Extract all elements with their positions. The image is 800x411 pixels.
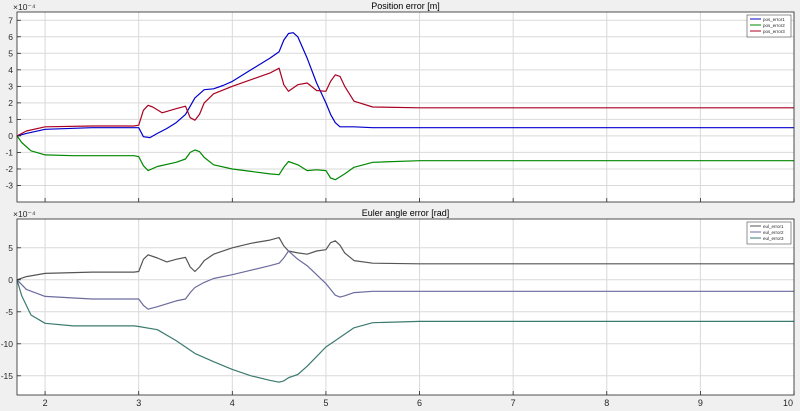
x-tick-label: 6 (417, 398, 422, 408)
x-tick-label: 4 (230, 398, 235, 408)
series-line-eul_error3 (16, 279, 794, 383)
y-tick-label: -15 (1, 371, 14, 381)
series-line-pos_error3 (16, 67, 794, 137)
legend-label: pos_error2 (763, 23, 785, 28)
y-tick-label: 7 (8, 15, 13, 25)
legend-label: eul_error2 (763, 230, 784, 235)
y-exponent-label: ×10⁻⁴ (13, 2, 36, 12)
y-tick-label: 2 (8, 98, 13, 108)
y-tick-label: 3 (8, 81, 13, 91)
x-tick-label: 7 (511, 398, 516, 408)
x-tick-label: 10 (783, 398, 793, 408)
y-tick-label: -3 (5, 180, 13, 190)
y-tick-label: -1 (5, 147, 13, 157)
x-tick-label: 2 (43, 398, 48, 408)
x-tick-label: 5 (323, 398, 328, 408)
chart-1: -3 -2 -1 0 1 2 3 4 5 6 7×10⁻⁴ Position error [m] pos… (5, 1, 795, 203)
legend-label: eul_error3 (763, 236, 784, 241)
series-line-eul_error2 (16, 250, 794, 310)
chart-title: Position error [m] (371, 1, 440, 11)
y-exponent-label: ×10⁻⁴ (13, 209, 36, 219)
axes-frame (16, 218, 795, 396)
y-tick-label: 5 (8, 243, 13, 253)
series-line-pos_error1 (16, 32, 794, 139)
chart-2: 2 3 4 5 6 7 8 9 10 -15 -10 -5 0 5 ×10⁻⁴ Euler angle err… (1, 208, 795, 408)
legend-label: eul_error1 (763, 224, 784, 229)
plot-area (17, 219, 794, 395)
y-tick-label: 1 (8, 114, 13, 124)
series-line-pos_error2 (16, 135, 794, 181)
x-tick-label: 3 (136, 398, 141, 408)
series-line-eul_error1 (16, 237, 794, 281)
y-tick-label: 0 (8, 275, 13, 285)
chart-title: Euler angle error [rad] (362, 208, 450, 218)
x-tick-label: 9 (698, 398, 703, 408)
y-tick-label: -10 (1, 339, 14, 349)
y-tick-label: 5 (8, 48, 13, 58)
x-tick-label: 8 (604, 398, 609, 408)
legend-label: pos_error3 (763, 29, 785, 34)
axes-frame (16, 11, 795, 203)
y-tick-label: 0 (8, 131, 13, 141)
y-tick-label: 4 (8, 65, 13, 75)
y-tick-label: -5 (5, 307, 13, 317)
legend-label: pos_error1 (763, 17, 785, 22)
y-tick-label: 6 (8, 32, 13, 42)
y-tick-label: -2 (5, 164, 13, 174)
